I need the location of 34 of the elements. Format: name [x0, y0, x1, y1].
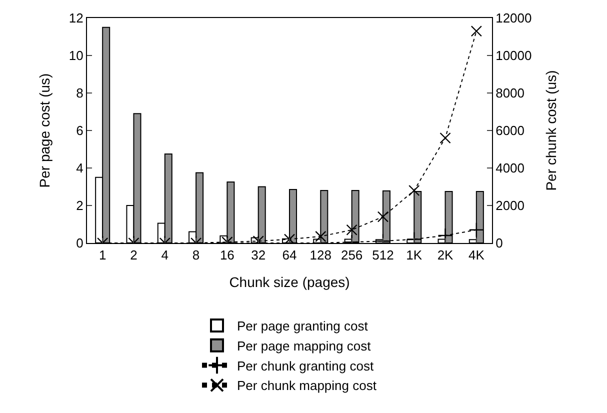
legend-label: Per page granting cost [237, 318, 368, 334]
y-tick-label: 12 [68, 10, 84, 26]
y2-tick-label: 6000 [496, 123, 525, 138]
x-tick-label: 1K [406, 248, 422, 263]
y2-tick-label: 2000 [496, 198, 525, 214]
x-tick-label: 1 [98, 248, 106, 263]
y-tick-label: 2 [76, 198, 84, 214]
x-tick-label: 32 [251, 248, 266, 263]
legend-label: Per page mapping cost [237, 338, 372, 354]
x-tick-label: 16 [220, 248, 234, 263]
x-tick-label: 4K [468, 248, 485, 263]
y2-tick-label: 10000 [496, 48, 532, 64]
x-axis-title: Chunk size (pages) [229, 274, 350, 290]
y-tick-label: 0 [76, 236, 84, 251]
y2-tick-label: 0 [496, 236, 503, 251]
y2-tick-label: 4000 [496, 160, 525, 176]
x-tick-label: 512 [372, 248, 394, 263]
x-tick-label: 256 [340, 248, 363, 263]
x-tick-label: 2 [130, 248, 138, 263]
x-tick-label: 8 [192, 248, 200, 263]
x-tick-label: 128 [310, 248, 332, 263]
x-tick-label: 4 [161, 248, 168, 263]
legend-label: Per chunk granting cost [237, 358, 374, 374]
y-tick-label: 10 [68, 48, 84, 64]
y-axis-title: Per page cost (us) [36, 73, 53, 188]
y2-tick-label: 12000 [496, 10, 532, 26]
y-tick-label: 6 [76, 123, 84, 138]
y-tick-label: 8 [76, 86, 84, 101]
x-tick-label: 64 [282, 248, 297, 263]
legend-label: Per chunk mapping cost [237, 378, 377, 394]
y-tick-label: 4 [76, 160, 84, 176]
x-tick-label: 2K [437, 248, 454, 263]
y2-axis-title: Per chunk cost (us) [543, 70, 560, 191]
y2-tick-label: 8000 [496, 86, 525, 101]
